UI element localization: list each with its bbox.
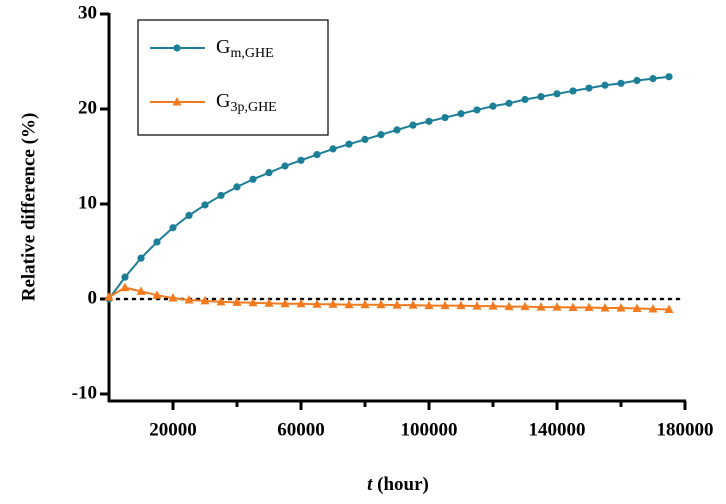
point bbox=[616, 303, 626, 312]
point bbox=[537, 93, 545, 101]
point bbox=[664, 304, 674, 313]
point bbox=[248, 297, 258, 307]
point bbox=[473, 106, 481, 114]
point bbox=[200, 295, 210, 305]
point bbox=[665, 73, 673, 81]
point bbox=[440, 300, 450, 310]
x-tick-label: 180000 bbox=[657, 419, 714, 440]
point bbox=[360, 299, 370, 309]
point bbox=[377, 131, 385, 139]
point bbox=[137, 254, 145, 262]
point bbox=[153, 238, 161, 246]
point bbox=[344, 299, 354, 309]
point bbox=[136, 286, 146, 295]
point bbox=[217, 191, 225, 200]
y-tick-label: 10 bbox=[78, 192, 97, 213]
point bbox=[393, 126, 401, 134]
point bbox=[584, 302, 594, 312]
x-tick-label: 100000 bbox=[401, 419, 458, 440]
x-tick-label: 20000 bbox=[149, 419, 197, 440]
point bbox=[552, 302, 562, 311]
y-tick-label: 30 bbox=[78, 2, 97, 23]
point bbox=[392, 300, 402, 309]
point bbox=[120, 282, 130, 292]
point bbox=[121, 273, 129, 281]
point bbox=[345, 140, 353, 148]
y-axis-label: Relative difference (%) bbox=[18, 113, 39, 302]
point bbox=[104, 292, 114, 301]
point bbox=[169, 224, 177, 232]
point bbox=[489, 102, 497, 110]
y-tick-label: 0 bbox=[88, 287, 98, 308]
point bbox=[216, 296, 226, 306]
point bbox=[297, 156, 305, 164]
point bbox=[648, 303, 658, 313]
legend-name: G bbox=[216, 36, 230, 58]
point bbox=[585, 84, 593, 92]
legend-name: G bbox=[216, 90, 230, 112]
point bbox=[329, 145, 337, 153]
point bbox=[601, 81, 609, 89]
point bbox=[600, 303, 610, 312]
point bbox=[281, 162, 289, 170]
point bbox=[184, 294, 194, 304]
legend-box bbox=[137, 19, 329, 136]
point bbox=[457, 110, 465, 118]
point bbox=[152, 290, 162, 299]
point bbox=[173, 44, 181, 52]
point bbox=[264, 298, 274, 307]
point bbox=[409, 121, 417, 129]
point bbox=[568, 302, 578, 312]
point bbox=[505, 99, 513, 107]
point bbox=[201, 201, 209, 209]
legend-label: G3p,GHE bbox=[216, 90, 277, 116]
point bbox=[520, 301, 530, 311]
point bbox=[504, 301, 514, 311]
point bbox=[569, 87, 577, 95]
y-tick-label: 20 bbox=[78, 97, 97, 118]
x-axis-label: t (hour) bbox=[367, 474, 429, 495]
point bbox=[488, 301, 498, 310]
point bbox=[168, 293, 178, 302]
point bbox=[313, 151, 321, 159]
point bbox=[233, 183, 241, 191]
x-label-var: t bbox=[367, 474, 373, 495]
point bbox=[312, 299, 322, 308]
point bbox=[328, 299, 338, 308]
point bbox=[553, 90, 561, 98]
point bbox=[232, 297, 242, 306]
legend-label: Gm,GHE bbox=[216, 36, 274, 62]
point bbox=[424, 300, 434, 310]
point bbox=[361, 135, 369, 143]
point bbox=[296, 298, 306, 308]
legend-subscript: 3p,GHE bbox=[230, 100, 276, 115]
point bbox=[456, 300, 466, 310]
point bbox=[617, 79, 625, 87]
point bbox=[536, 302, 546, 311]
series-line bbox=[108, 286, 670, 311]
point bbox=[425, 117, 433, 125]
point bbox=[633, 76, 641, 85]
legend-subscript: m,GHE bbox=[230, 46, 273, 61]
point bbox=[632, 303, 642, 312]
point bbox=[249, 175, 257, 183]
point bbox=[441, 113, 449, 122]
y-tick-label: -10 bbox=[72, 382, 97, 403]
point bbox=[185, 211, 193, 219]
x-tick-label: 140000 bbox=[529, 419, 586, 440]
point bbox=[649, 75, 657, 83]
point bbox=[265, 169, 273, 177]
point bbox=[172, 97, 182, 106]
point bbox=[408, 300, 418, 309]
point bbox=[280, 298, 290, 308]
point bbox=[472, 301, 482, 310]
x-label-unit: (hour) bbox=[377, 474, 429, 495]
point bbox=[376, 299, 386, 309]
point bbox=[521, 95, 529, 104]
x-tick-label: 60000 bbox=[277, 419, 325, 440]
